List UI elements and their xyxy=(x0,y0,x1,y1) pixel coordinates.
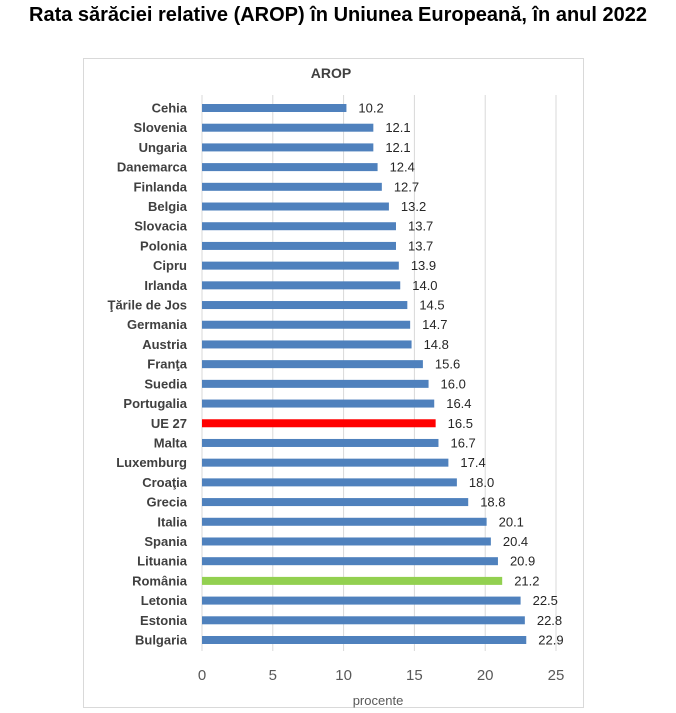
data-label: 14.0 xyxy=(412,278,437,293)
data-label: 16.7 xyxy=(450,435,475,450)
bar xyxy=(202,360,423,369)
data-label: 10.2 xyxy=(358,101,383,116)
category-label: Ţările de Jos xyxy=(108,298,187,313)
category-label: Ungaria xyxy=(139,140,188,155)
bar xyxy=(202,241,396,250)
bar xyxy=(202,379,429,388)
category-label: Italia xyxy=(157,514,187,529)
data-label: 20.4 xyxy=(503,534,528,549)
gridlines xyxy=(201,95,557,651)
category-label: Cehia xyxy=(152,101,188,116)
data-label: 14.5 xyxy=(419,298,444,313)
category-label: Suedia xyxy=(144,376,187,391)
category-label: Bulgaria xyxy=(135,633,188,648)
category-label: Franţa xyxy=(147,357,188,372)
data-label: 16.0 xyxy=(441,376,466,391)
x-tick-label: 0 xyxy=(198,667,206,684)
x-tick-label: 15 xyxy=(406,667,423,684)
value-labels: 10.212.112.112.412.713.213.713.713.914.0… xyxy=(358,101,563,648)
category-label: Lituania xyxy=(137,554,188,569)
category-label: Grecia xyxy=(147,495,188,510)
data-label: 18.0 xyxy=(469,475,494,490)
bar xyxy=(202,222,396,231)
x-axis-title: procente xyxy=(353,693,404,708)
bar xyxy=(202,143,374,152)
bar xyxy=(202,340,412,349)
bar xyxy=(202,576,503,585)
category-label: Portugalia xyxy=(123,396,187,411)
bar xyxy=(202,438,439,447)
data-label: 22.9 xyxy=(538,633,563,648)
data-label: 16.4 xyxy=(446,396,471,411)
data-label: 16.5 xyxy=(448,416,473,431)
bar xyxy=(202,182,382,191)
category-label: Cipru xyxy=(153,258,187,273)
category-label: România xyxy=(132,573,188,588)
bar xyxy=(202,557,498,566)
data-label: 18.8 xyxy=(480,495,505,510)
data-label: 13.7 xyxy=(408,219,433,234)
category-label: Irlanda xyxy=(144,278,187,293)
bar xyxy=(202,399,435,408)
category-label: Danemarca xyxy=(117,160,188,175)
x-tick-labels: 0 5 10 15 20 25 xyxy=(198,667,565,684)
data-label: 12.7 xyxy=(394,179,419,194)
x-tick-label: 25 xyxy=(548,667,565,684)
category-label: Polonia xyxy=(140,238,188,253)
data-label: 12.1 xyxy=(385,120,410,135)
data-label: 13.7 xyxy=(408,238,433,253)
data-label: 13.9 xyxy=(411,258,436,273)
bar xyxy=(202,320,411,329)
data-label: 20.1 xyxy=(499,514,524,529)
category-label: Austria xyxy=(142,337,188,352)
category-labels: Cehia Slovenia Ungaria Danemarca Finlanda Bel… xyxy=(108,101,188,648)
category-label: UE 27 xyxy=(151,416,187,431)
data-label: 21.2 xyxy=(514,573,539,588)
x-tick-label: 5 xyxy=(269,667,277,684)
bar xyxy=(202,202,389,211)
bar xyxy=(202,478,457,487)
bar xyxy=(202,163,378,172)
x-tick-label: 20 xyxy=(477,667,494,684)
category-label: Germania xyxy=(127,317,188,332)
data-label: 14.8 xyxy=(424,337,449,352)
bar xyxy=(202,537,491,546)
bars xyxy=(202,104,527,644)
bar xyxy=(202,498,469,507)
bar xyxy=(202,636,527,644)
data-label: 12.1 xyxy=(385,140,410,155)
category-label: Slovacia xyxy=(134,219,188,234)
bar xyxy=(202,104,347,112)
bar xyxy=(202,517,487,526)
category-label: Spania xyxy=(144,534,187,549)
bar xyxy=(202,281,401,290)
data-label: 15.6 xyxy=(435,357,460,372)
bar xyxy=(202,419,436,428)
data-label: 17.4 xyxy=(460,455,485,470)
category-label: Estonia xyxy=(140,613,188,628)
category-label: Letonia xyxy=(141,593,188,608)
bar xyxy=(202,123,374,132)
data-label: 20.9 xyxy=(510,554,535,569)
category-label: Slovenia xyxy=(134,120,188,135)
bar xyxy=(202,301,408,310)
category-label: Croaţia xyxy=(142,475,188,490)
data-label: 12.4 xyxy=(390,160,415,175)
page-title: Rata sărăciei relative (AROP) în Uniunea… xyxy=(29,4,647,26)
bar xyxy=(202,596,521,605)
chart-title: AROP xyxy=(311,65,351,81)
bar xyxy=(202,261,399,270)
bar xyxy=(202,458,449,467)
bar xyxy=(202,616,525,625)
data-label: 14.7 xyxy=(422,317,447,332)
category-label: Finlanda xyxy=(134,179,188,194)
x-tick-label: 10 xyxy=(335,667,352,684)
category-label: Luxemburg xyxy=(116,455,187,470)
category-label: Belgia xyxy=(148,199,188,214)
data-label: 22.8 xyxy=(537,613,562,628)
data-label: 22.5 xyxy=(533,593,558,608)
data-label: 13.2 xyxy=(401,199,426,214)
category-label: Malta xyxy=(154,435,188,450)
